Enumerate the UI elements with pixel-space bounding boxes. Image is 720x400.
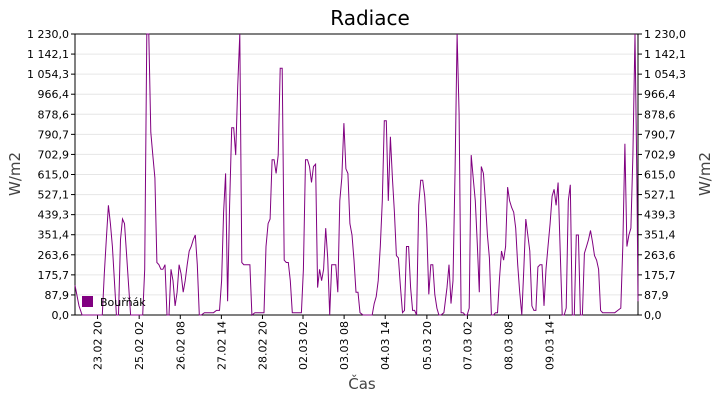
y-tick-label-right: 527,1 (644, 189, 676, 202)
x-tick-label: 09.03 14 (544, 321, 557, 370)
y-tick-label: 1 054,3 (27, 68, 69, 81)
y-tick-label-right: 1 230,0 (644, 28, 686, 41)
series-line-bournak (74, 33, 639, 316)
x-tick-label: 03.03 08 (338, 321, 351, 370)
y-tick-label: 527,1 (38, 189, 70, 202)
x-tick-label: 05.03 20 (421, 321, 434, 370)
y-tick-label-right: 87,9 (644, 289, 669, 302)
legend-swatch (82, 296, 93, 307)
y-tick-label-right: 790,7 (644, 128, 676, 141)
y-tick-label: 878,6 (38, 108, 70, 121)
x-tick-label: 26.02 08 (174, 321, 187, 370)
y-axis-label-right: W/m2 (696, 152, 714, 196)
y-axis-left: 0,0 87,9 175,7 263,6 351,4 439,3 527,1 615,0 702… (27, 28, 75, 322)
y-tick-label: 175,7 (38, 269, 70, 282)
y-tick-label-right: 1 054,3 (644, 68, 686, 81)
y-tick-label: 351,4 (38, 229, 70, 242)
y-tick-label: 790,7 (38, 128, 70, 141)
y-axis-label-left: W/m2 (6, 152, 24, 196)
x-tick-label: 28.02 20 (256, 321, 269, 370)
y-tick-label-right: 0,0 (644, 309, 662, 322)
grid-lines (75, 53, 638, 296)
x-tick-label: 08.03 08 (503, 321, 516, 370)
x-tick-label: 02.03 02 (297, 321, 310, 370)
y-tick-label: 702,9 (38, 148, 70, 161)
x-tick-label: 27.02 14 (215, 321, 228, 370)
y-tick-label-right: 878,6 (644, 108, 676, 121)
y-tick-label: 263,6 (38, 249, 70, 262)
y-tick-label-right: 263,6 (644, 249, 676, 262)
x-axis-label: Čas (348, 374, 376, 393)
y-tick-label-right: 351,4 (644, 229, 676, 242)
legend: Bouřňák (82, 296, 146, 309)
y-tick-label-right: 439,3 (644, 209, 676, 222)
y-tick-label: 1 230,0 (27, 28, 69, 41)
y-tick-label-right: 175,7 (644, 269, 676, 282)
x-tick-label: 25.02 02 (133, 321, 146, 370)
chart-title: Radiace (330, 6, 410, 30)
y-tick-label: 966,4 (38, 88, 70, 101)
x-tick-label: 04.03 14 (379, 321, 392, 370)
x-tick-label: 23.02 20 (92, 321, 105, 370)
y-tick-label: 1 142,1 (27, 48, 69, 61)
y-tick-label: 439,3 (38, 209, 70, 222)
x-axis: 23.02 20 25.02 02 26.02 08 27.02 14 28.02 20… (92, 315, 557, 370)
y-tick-label-right: 1 142,1 (644, 48, 686, 61)
y-tick-label-right: 615,0 (644, 169, 676, 182)
y-tick-label: 0,0 (52, 309, 70, 322)
legend-label: Bouřňák (100, 296, 146, 309)
y-tick-label: 87,9 (45, 289, 70, 302)
x-tick-label: 07.03 02 (461, 321, 474, 370)
y-tick-label-right: 702,9 (644, 148, 676, 161)
plot-frame (74, 33, 639, 316)
y-tick-label: 615,0 (38, 169, 70, 182)
y-tick-label-right: 966,4 (644, 88, 676, 101)
y-axis-right: 0,0 87,9 175,7 263,6 351,4 439,3 527,1 615,0 702… (638, 28, 686, 322)
